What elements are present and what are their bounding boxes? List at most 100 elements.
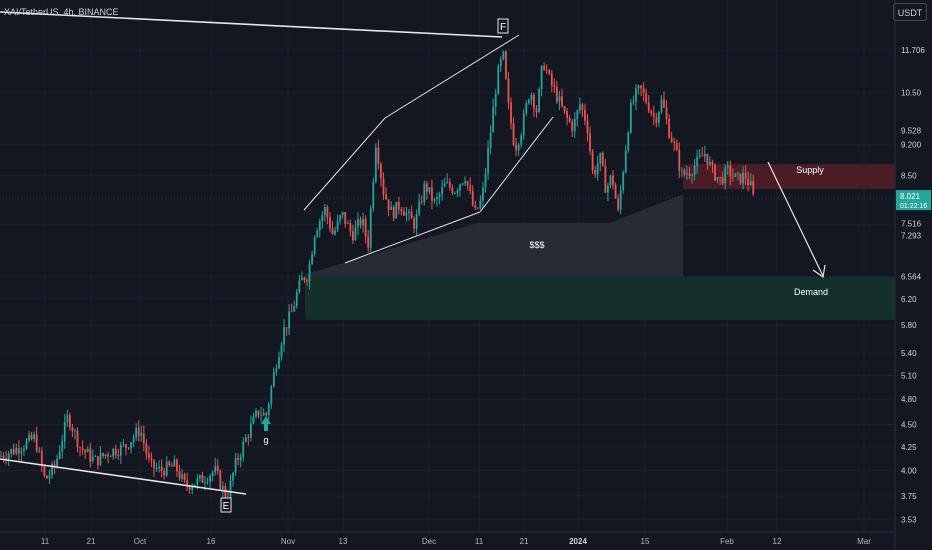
time-axis[interactable]: 11 21 Oct 16 Nov 13 Dec 11 21 2024 15 Feb 12 Mar (0, 531, 895, 546)
candle-body (487, 147, 489, 174)
candle-body (12, 449, 15, 454)
candle-body (275, 368, 278, 372)
channel-line-2 (384, 34, 520, 119)
candle-body (63, 421, 66, 442)
candle-body (117, 455, 120, 456)
price-tick-label: 3.53 (901, 516, 917, 525)
candle-body (183, 474, 186, 481)
candle-body (459, 184, 461, 191)
candle-body (408, 211, 410, 213)
candle-body (23, 448, 25, 452)
price-tick-label: 4.80 (901, 395, 917, 404)
candle-body (229, 480, 232, 500)
point-f-box (497, 18, 509, 34)
candle-body (543, 65, 546, 70)
candle-body (132, 437, 135, 443)
candle-body (137, 427, 140, 436)
candle-body (752, 181, 755, 195)
candle-body (425, 183, 428, 192)
candle-body (15, 448, 18, 454)
candle-body (316, 230, 319, 237)
channel-line-1 (303, 117, 386, 211)
candle-body (265, 413, 268, 416)
candle-body (293, 306, 296, 312)
candle-body (721, 177, 724, 184)
candle-body (122, 444, 125, 446)
candle-body (635, 88, 637, 102)
candle-body (61, 441, 64, 452)
candle-body (520, 135, 523, 145)
candle-body (48, 475, 51, 479)
candle-body (387, 199, 390, 210)
candle-body (28, 434, 30, 441)
candle-body (698, 155, 701, 157)
candle-body (622, 172, 625, 191)
price-tick-label: 7.293 (901, 231, 922, 240)
candle-body (369, 208, 372, 248)
liquidity-label: $$$ (529, 240, 544, 250)
candle-body (206, 482, 209, 483)
candle-body (581, 104, 584, 110)
last-price-tag (896, 190, 931, 211)
candle-body (691, 175, 693, 177)
symbol-title: XAI/TetherUS, 4h, BINANCE (4, 7, 119, 17)
candle-body (668, 119, 670, 138)
candle-body (675, 143, 678, 151)
price-tag-bg (897, 44, 930, 56)
price-tick-label: 9.528 (901, 127, 922, 136)
candle-body (734, 173, 737, 177)
candle-body (612, 175, 614, 185)
candle-body (181, 474, 183, 479)
candle-body (349, 223, 352, 232)
candle-body (237, 457, 240, 461)
candle-body (354, 226, 357, 241)
candle-body (596, 163, 599, 175)
time-tick-label: 2024 (569, 537, 587, 546)
candle-body (339, 215, 342, 221)
candle-body (584, 109, 586, 121)
candle-body (163, 470, 166, 476)
candle-body (627, 132, 630, 151)
candle-body (150, 457, 153, 460)
point-e-box (220, 497, 232, 513)
channel-line-4 (479, 116, 554, 213)
candle-body (260, 415, 262, 417)
annotation-labels: F Eg $$$ Supply Demand (220, 18, 828, 513)
candle-body (364, 218, 367, 237)
candle-body (191, 486, 194, 490)
candle-body (571, 121, 574, 132)
price-tag-bg (897, 125, 930, 137)
supply-label: Supply (796, 165, 824, 175)
candle-body (321, 215, 324, 222)
candle-body (471, 190, 474, 206)
candle-body (211, 472, 214, 477)
candle-body (119, 444, 122, 456)
point-e-label: E (223, 501, 230, 512)
candle-body (476, 207, 479, 209)
projection-arrow (767, 161, 824, 277)
candle-body (145, 443, 148, 454)
candle-body (451, 187, 454, 194)
price-tag-bg (897, 229, 930, 241)
price-tick-label: 6.20 (901, 295, 917, 304)
candle-body (629, 102, 632, 133)
price-tag-bg (897, 138, 930, 150)
candle-body (456, 190, 459, 193)
candle-body (298, 280, 301, 293)
candle-body (68, 415, 71, 428)
candle-body (688, 173, 691, 177)
currency-button[interactable]: USDT (893, 3, 927, 21)
candle-body (244, 437, 247, 442)
candle-body (219, 471, 222, 489)
candle-body (540, 65, 543, 90)
candle-body (140, 433, 143, 436)
time-tick-label: 11 (475, 537, 484, 546)
candle-body (35, 434, 38, 451)
candle-body (323, 206, 326, 216)
time-tick-label: Mar (857, 537, 871, 546)
candle-body (359, 219, 362, 226)
price-tick-label: 4.25 (901, 443, 917, 452)
candle-body (454, 192, 456, 194)
